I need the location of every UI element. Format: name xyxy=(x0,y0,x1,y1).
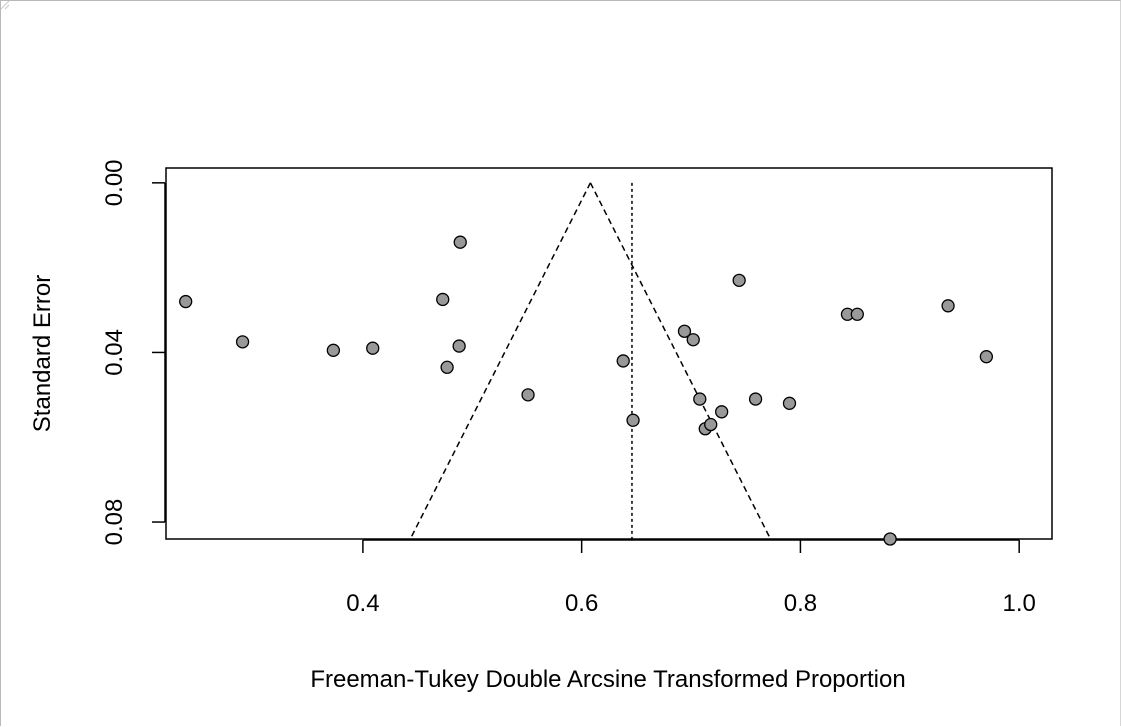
x-tick-label: 0.6 xyxy=(565,590,598,617)
data-point xyxy=(521,388,535,402)
data-point xyxy=(693,392,707,406)
data-point xyxy=(704,417,718,432)
y-axis: 0.00 0.04 0.08 xyxy=(101,159,166,546)
data-point xyxy=(677,324,692,338)
x-axis-label: Freeman-Tukey Double Arcsine Transformed… xyxy=(310,666,905,693)
data-point xyxy=(715,405,729,419)
data-point xyxy=(626,413,640,427)
funnel-right-line xyxy=(589,182,772,540)
y-tick-label: 0.08 xyxy=(101,499,128,546)
data-points xyxy=(179,235,994,546)
funnel-left-line xyxy=(409,182,592,540)
data-point xyxy=(732,273,746,288)
data-point xyxy=(436,292,450,307)
data-point xyxy=(235,335,250,349)
resize-grip-icon[interactable] xyxy=(0,0,10,10)
data-point xyxy=(452,339,466,353)
data-point xyxy=(440,360,454,374)
data-point xyxy=(748,392,763,406)
data-point xyxy=(979,350,994,364)
data-point xyxy=(179,294,193,309)
data-point xyxy=(616,354,630,368)
data-point xyxy=(941,299,955,313)
data-point xyxy=(326,343,341,357)
data-point xyxy=(782,396,797,410)
x-tick-label: 1.0 xyxy=(1002,590,1035,617)
plot-area xyxy=(165,167,1053,540)
data-point xyxy=(453,235,467,249)
x-axis: 0.4 0.6 0.8 1.0 xyxy=(346,539,1036,617)
x-tick-label: 0.8 xyxy=(784,590,817,617)
data-point xyxy=(883,532,897,546)
data-point xyxy=(366,341,380,355)
y-tick-label: 0.04 xyxy=(101,329,128,376)
data-point xyxy=(686,333,700,347)
x-tick-label: 0.4 xyxy=(346,590,379,617)
y-tick-label: 0.00 xyxy=(101,159,128,206)
y-axis-label: Standard Error xyxy=(29,275,56,432)
data-point xyxy=(850,307,864,321)
funnel-lines xyxy=(409,182,772,540)
